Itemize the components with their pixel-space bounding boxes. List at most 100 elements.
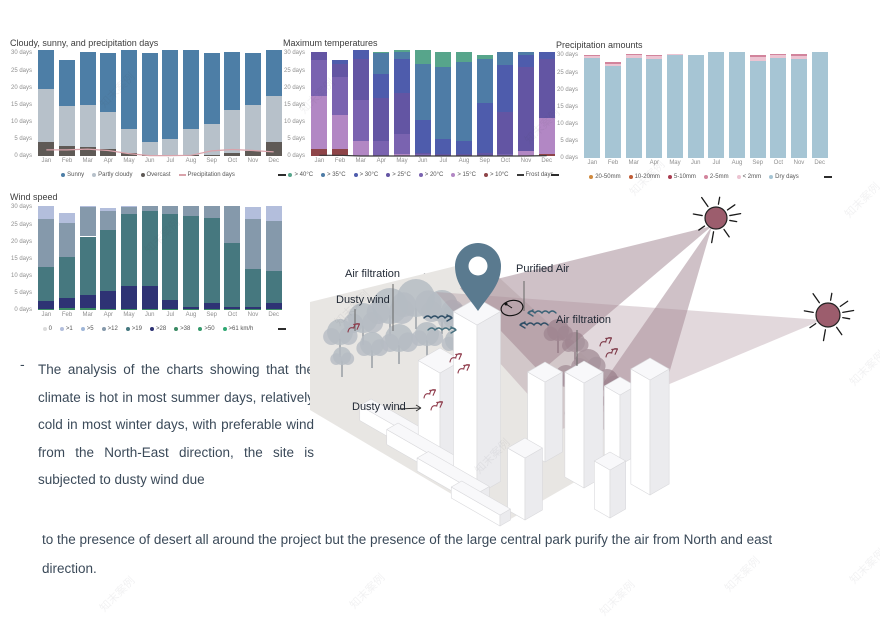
legend-dot-marker <box>80 327 85 331</box>
bar-sep <box>203 50 220 156</box>
bar-segment <box>646 56 663 59</box>
x-axis-label: Dec <box>268 312 279 318</box>
legend-item: 20-50mm <box>589 174 621 180</box>
legend-label: >61 km/h <box>228 326 254 332</box>
bar-segment <box>224 109 241 154</box>
x-axis-label: Feb <box>334 158 346 164</box>
x-axis-label: Apr <box>376 158 386 164</box>
purified-air-right-label: Purified Air <box>516 263 570 275</box>
bar-segment <box>38 50 55 90</box>
bar-mar <box>79 204 96 310</box>
building <box>453 311 478 496</box>
building <box>564 360 604 384</box>
bar-segment <box>435 138 452 155</box>
bar-segment <box>79 147 96 156</box>
building <box>507 437 543 459</box>
x-axis-label: Mar <box>82 312 93 318</box>
sun-ray <box>812 293 821 304</box>
bar-segment <box>162 205 179 215</box>
bar-may <box>121 204 137 310</box>
sun-beam <box>460 226 712 372</box>
bar-segment <box>791 58 807 158</box>
chart-legend: > 40°C > 35°C > 30°C > 25°C > 20°C > 15°C > 10… <box>283 172 559 178</box>
bar-sep <box>749 52 766 158</box>
bar-segment <box>352 140 369 156</box>
bar-segment <box>625 57 642 158</box>
sun-ray <box>839 300 849 308</box>
wind-arrow-icon <box>427 326 457 334</box>
bar-segment <box>224 309 241 310</box>
y-axis-tick: 15 days <box>283 101 305 108</box>
bar-segment <box>352 99 369 141</box>
bar-segment <box>38 267 55 302</box>
bar-segment <box>518 51 534 56</box>
x-axis-label: Dec <box>541 158 552 164</box>
x-axis-label: Feb <box>61 158 73 164</box>
bar-segment <box>394 58 410 93</box>
bar-segment <box>100 208 117 211</box>
x-axis-label: Apr <box>103 158 113 164</box>
bar-segment <box>394 50 410 52</box>
bar-nov <box>518 50 534 156</box>
bar-segment <box>332 60 348 64</box>
legend-item: >1 <box>59 326 73 332</box>
sun-ray <box>701 196 709 208</box>
legend-dot-marker <box>222 327 227 331</box>
bar-segment <box>162 299 179 310</box>
chart-line-series <box>319 154 547 157</box>
bar-segment <box>141 205 158 211</box>
bar-nov <box>245 204 261 310</box>
building <box>416 451 490 494</box>
x-axis-label: Jul <box>439 158 448 164</box>
legend-label: >19 <box>131 326 142 332</box>
building <box>544 371 563 463</box>
bar-segment <box>708 52 725 158</box>
bar-segment <box>414 152 431 155</box>
location-pin-icon <box>455 243 501 311</box>
y-axis-tick: 5 days <box>287 135 305 142</box>
bar-segment <box>394 51 410 59</box>
bar-segment <box>100 291 117 309</box>
wind-arrow-icon <box>423 389 437 399</box>
bar-segment <box>265 96 282 143</box>
x-axis-label: Jul <box>166 312 175 318</box>
x-axis-label: Nov <box>247 158 259 164</box>
bar-segment <box>245 104 261 151</box>
bar-segment <box>373 140 390 156</box>
x-axis-label: Oct <box>773 160 783 166</box>
legend-label: 5-10mm <box>673 174 696 180</box>
bar-segment <box>646 55 663 57</box>
bar-segment <box>332 114 348 150</box>
x-axis-label: Nov <box>247 312 259 318</box>
legend-label: 10-20mm <box>634 174 660 180</box>
legend-item: > 30°C <box>353 172 378 178</box>
legend-dot-marker <box>769 175 774 179</box>
legend-label: >5 <box>86 326 94 332</box>
wind-arrow-icon <box>449 353 463 363</box>
legend-label: >28 <box>155 326 167 332</box>
y-axis-tick: 10 days <box>556 120 578 127</box>
bar-jun <box>141 50 158 156</box>
x-axis-label: Jul <box>712 160 721 166</box>
bar-segment <box>141 286 158 310</box>
tree-icon <box>562 339 575 352</box>
bar-segment <box>121 286 137 310</box>
y-axis-tick: 15 days <box>556 103 578 110</box>
chart-title: Cloudy, sunny, and precipitation days <box>10 38 159 48</box>
legend-dot-marker <box>125 327 130 331</box>
legend-item: Sunny <box>61 172 84 178</box>
bar-segment <box>605 66 621 158</box>
x-axis-label: Oct <box>227 312 237 318</box>
bar-segment <box>183 215 199 307</box>
bar-segment <box>203 309 220 310</box>
bar-segment <box>141 210 158 287</box>
bar-segment <box>332 149 348 156</box>
bar-segment <box>729 52 745 158</box>
dusty-wind-bottom-label: Dusty wind <box>352 401 406 413</box>
analysis-paragraph-1: The analysis of the charts showing that … <box>38 362 314 487</box>
sun-ray <box>842 309 855 314</box>
building <box>594 451 626 471</box>
bar-dec <box>538 50 555 156</box>
bar-segment <box>584 55 601 58</box>
legend-dot-marker <box>174 327 179 331</box>
